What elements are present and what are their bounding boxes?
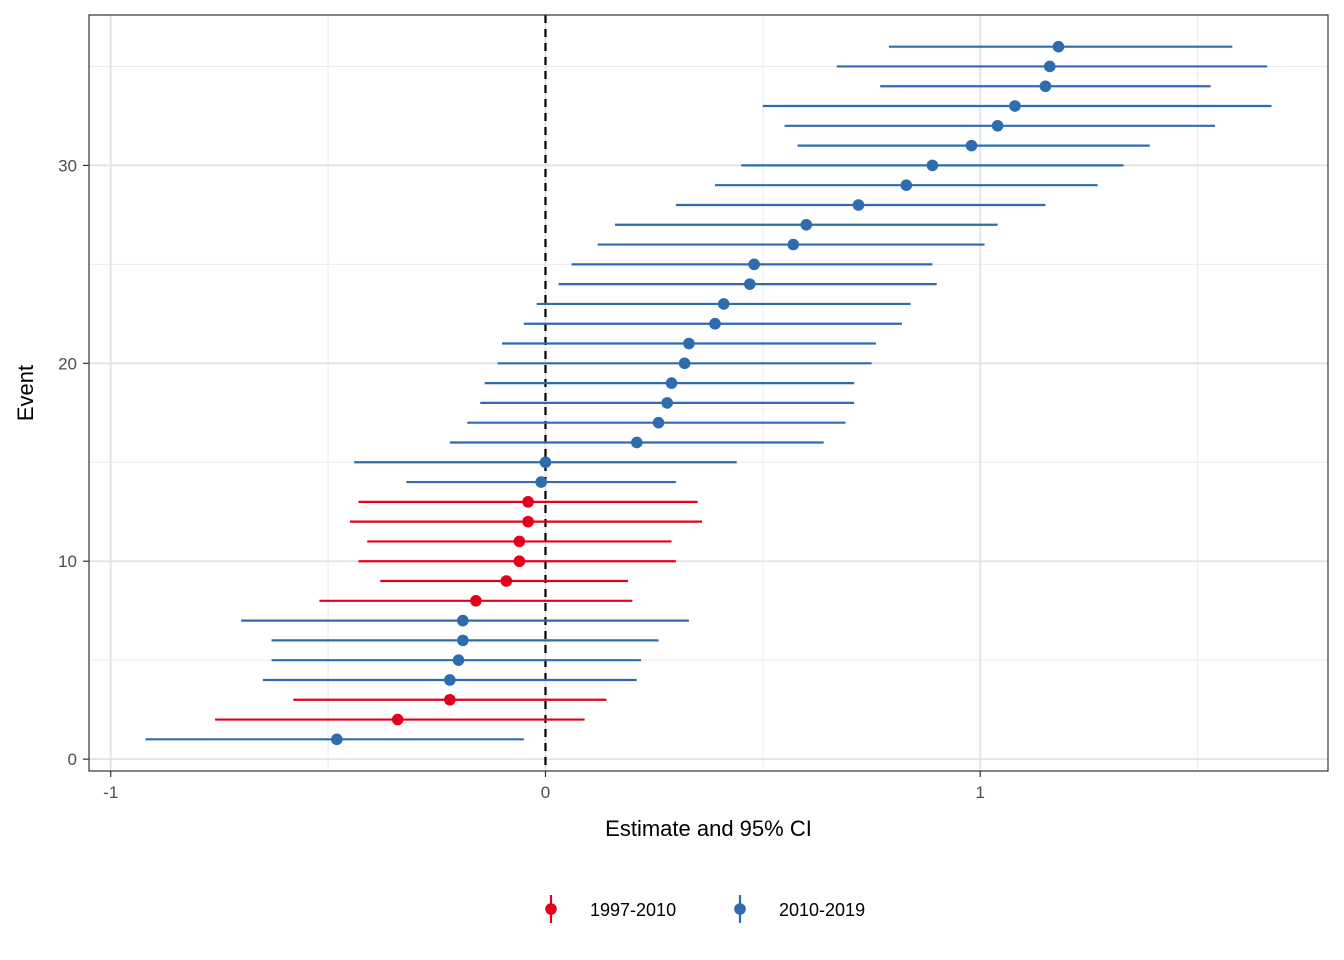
estimate-point-event-31 (965, 139, 978, 152)
x-tick-label: -1 (103, 783, 118, 802)
series-layer (145, 40, 1272, 746)
estimate-point-event-30 (926, 159, 939, 172)
estimate-point-event-7 (457, 614, 469, 627)
legend-label-2010-2019: 2010-2019 (779, 900, 865, 920)
x-axis-title: Estimate and 95% CI (605, 816, 812, 841)
estimate-point-event-9 (500, 575, 513, 587)
estimate-point-event-11 (513, 535, 526, 548)
estimate-point-event-10 (513, 555, 526, 568)
panel-border (88, 14, 1329, 772)
estimate-point-event-19 (665, 377, 678, 389)
estimate-point-event-15 (539, 456, 552, 469)
y-tick-label: 10 (58, 552, 77, 571)
y-tick-label: 0 (68, 750, 77, 769)
legend-entry-1997-2010: 1997-2010 (545, 895, 676, 923)
estimate-point-event-24 (744, 278, 756, 290)
estimate-point-event-20 (678, 357, 691, 370)
estimate-point-event-8 (470, 595, 482, 607)
estimate-point-event-29 (900, 179, 913, 191)
estimate-point-event-2 (391, 713, 404, 726)
estimate-point-event-25 (748, 258, 760, 271)
estimate-point-event-28 (852, 199, 865, 211)
legend-label-1997-2010: 1997-2010 (590, 900, 676, 920)
estimate-point-event-32 (991, 120, 1004, 132)
estimate-point-event-3 (444, 693, 456, 706)
estimate-point-event-34 (1039, 80, 1052, 93)
y-tick-label: 30 (58, 156, 77, 175)
estimate-point-event-33 (1009, 100, 1021, 112)
legend-key-point-1997-2010 (545, 903, 557, 915)
estimate-point-event-12 (522, 515, 534, 528)
estimate-point-event-26 (787, 238, 800, 251)
estimate-point-event-36 (1052, 40, 1065, 53)
estimate-point-event-21 (683, 337, 695, 350)
estimate-point-event-17 (652, 416, 665, 429)
estimate-point-event-4 (444, 674, 456, 686)
y-tick-label: 20 (58, 354, 77, 373)
legend-entry-2010-2019: 2010-2019 (734, 895, 865, 923)
estimate-point-event-6 (457, 634, 469, 647)
estimate-point-event-22 (709, 317, 721, 330)
estimate-point-event-23 (717, 298, 730, 310)
estimate-point-event-1 (331, 733, 343, 746)
estimate-point-event-14 (535, 476, 547, 488)
x-tick-label: 0 (541, 783, 550, 802)
estimate-point-event-35 (1043, 60, 1056, 73)
estimate-point-event-18 (661, 397, 673, 409)
estimate-point-event-5 (452, 654, 465, 666)
legend-key-point-2010-2019 (734, 903, 746, 915)
y-axis-title: Event (13, 365, 38, 421)
estimate-point-event-13 (522, 496, 534, 508)
x-tick-label: 1 (975, 783, 984, 802)
estimate-point-event-27 (800, 218, 813, 231)
estimate-point-event-16 (630, 436, 643, 449)
legend: 1997-2010 2010-2019 (545, 895, 865, 923)
